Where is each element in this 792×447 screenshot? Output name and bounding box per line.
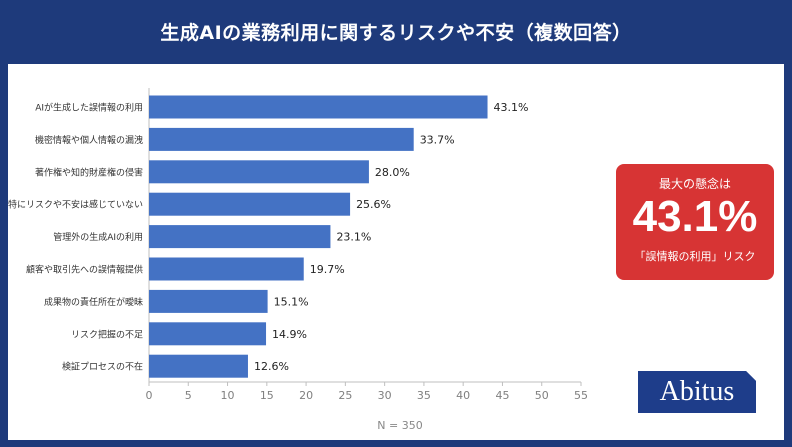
bar <box>149 322 267 346</box>
category-label: 成果物の責任所在が曖昧 <box>44 296 143 308</box>
bar <box>149 95 488 119</box>
sample-size-note: N = 350 <box>377 419 423 432</box>
bar <box>149 192 351 216</box>
x-tick-label: 50 <box>535 389 549 402</box>
x-tick-label: 15 <box>260 389 274 402</box>
value-label: 14.9% <box>272 328 307 341</box>
x-tick-label: 55 <box>574 389 588 402</box>
value-label: 12.6% <box>254 360 289 373</box>
bar <box>149 225 331 249</box>
category-label: 顧客や取引先への誤情報提供 <box>26 264 143 276</box>
bar <box>149 160 369 184</box>
bar-chart: 0 5 10 15 20 25 30 35 40 45 50 55 AIが生成した誤情報の利用 43.1%… <box>8 88 588 402</box>
callout-value: 43.1% <box>632 192 758 241</box>
bar <box>149 257 304 281</box>
value-label: 25.6% <box>356 198 391 211</box>
category-label: 機密情報や個人情報の漏洩 <box>35 134 143 146</box>
category-label: 著作権や知的財産権の侵害 <box>35 166 143 178</box>
value-label: 33.7% <box>420 133 455 146</box>
category-label: AIが生成した誤情報の利用 <box>35 102 143 114</box>
callout-caption: 「誤情報の利用」リスク <box>634 250 756 263</box>
chart-panel: 0 5 10 15 20 25 30 35 40 45 50 55 AIが生成した誤情報の利用 43.1%… <box>8 64 784 440</box>
value-label: 43.1% <box>494 101 529 114</box>
category-label: 特にリスクや不安は感じていない <box>8 199 143 211</box>
x-tick-label: 5 <box>185 389 192 402</box>
category-label: 検証プロセスの不在 <box>62 361 143 373</box>
x-tick-label: 40 <box>456 389 470 402</box>
x-tick-label: 45 <box>495 389 509 402</box>
callout-label: 最大の懸念は <box>658 177 731 191</box>
category-label: 管理外の生成AIの利用 <box>53 231 143 243</box>
abitus-logo: Abitus <box>638 371 756 413</box>
x-tick-label: 20 <box>299 389 313 402</box>
bar <box>149 354 248 378</box>
value-label: 28.0% <box>375 166 410 179</box>
bar <box>149 289 268 313</box>
x-tick-label: 35 <box>417 389 431 402</box>
bar <box>149 127 414 151</box>
x-tick-label: 25 <box>338 389 352 402</box>
value-label: 15.1% <box>274 295 309 308</box>
x-tick-label: 30 <box>378 389 392 402</box>
category-label: リスク把握の不足 <box>71 328 143 340</box>
value-label: 19.7% <box>310 263 345 276</box>
value-label: 23.1% <box>336 231 371 244</box>
x-tick-label: 10 <box>221 389 235 402</box>
page-title: 生成AIの業務利用に関するリスクや不安（複数回答） <box>160 21 632 44</box>
highlight-callout: 最大の懸念は 43.1% 「誤情報の利用」リスク <box>616 164 774 280</box>
x-tick-label: 0 <box>146 389 153 402</box>
